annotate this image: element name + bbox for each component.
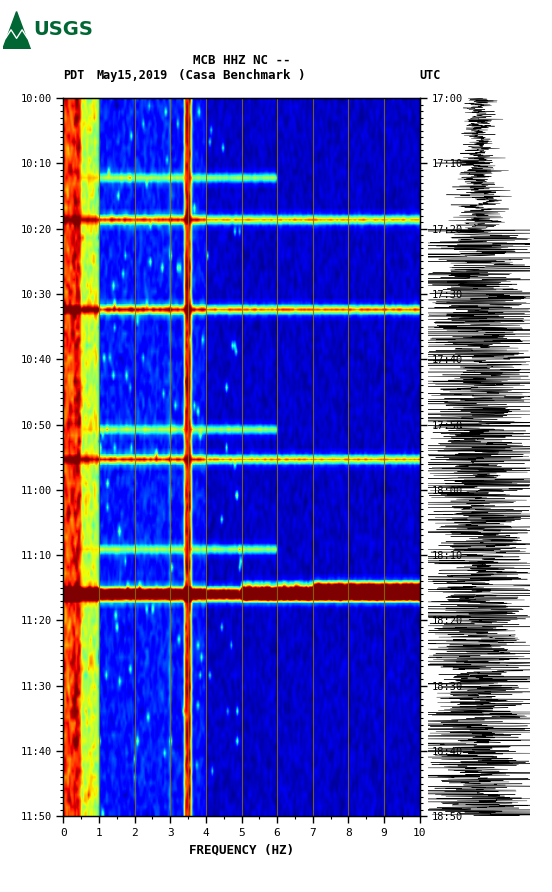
Text: UTC: UTC: [420, 69, 441, 82]
Polygon shape: [3, 12, 30, 49]
X-axis label: FREQUENCY (HZ): FREQUENCY (HZ): [189, 844, 294, 856]
Text: PDT: PDT: [63, 69, 85, 82]
Text: USGS: USGS: [33, 21, 93, 39]
Text: MCB HHZ NC --: MCB HHZ NC --: [193, 54, 290, 67]
Text: (Casa Benchmark ): (Casa Benchmark ): [178, 69, 305, 82]
Text: May15,2019: May15,2019: [97, 69, 168, 82]
